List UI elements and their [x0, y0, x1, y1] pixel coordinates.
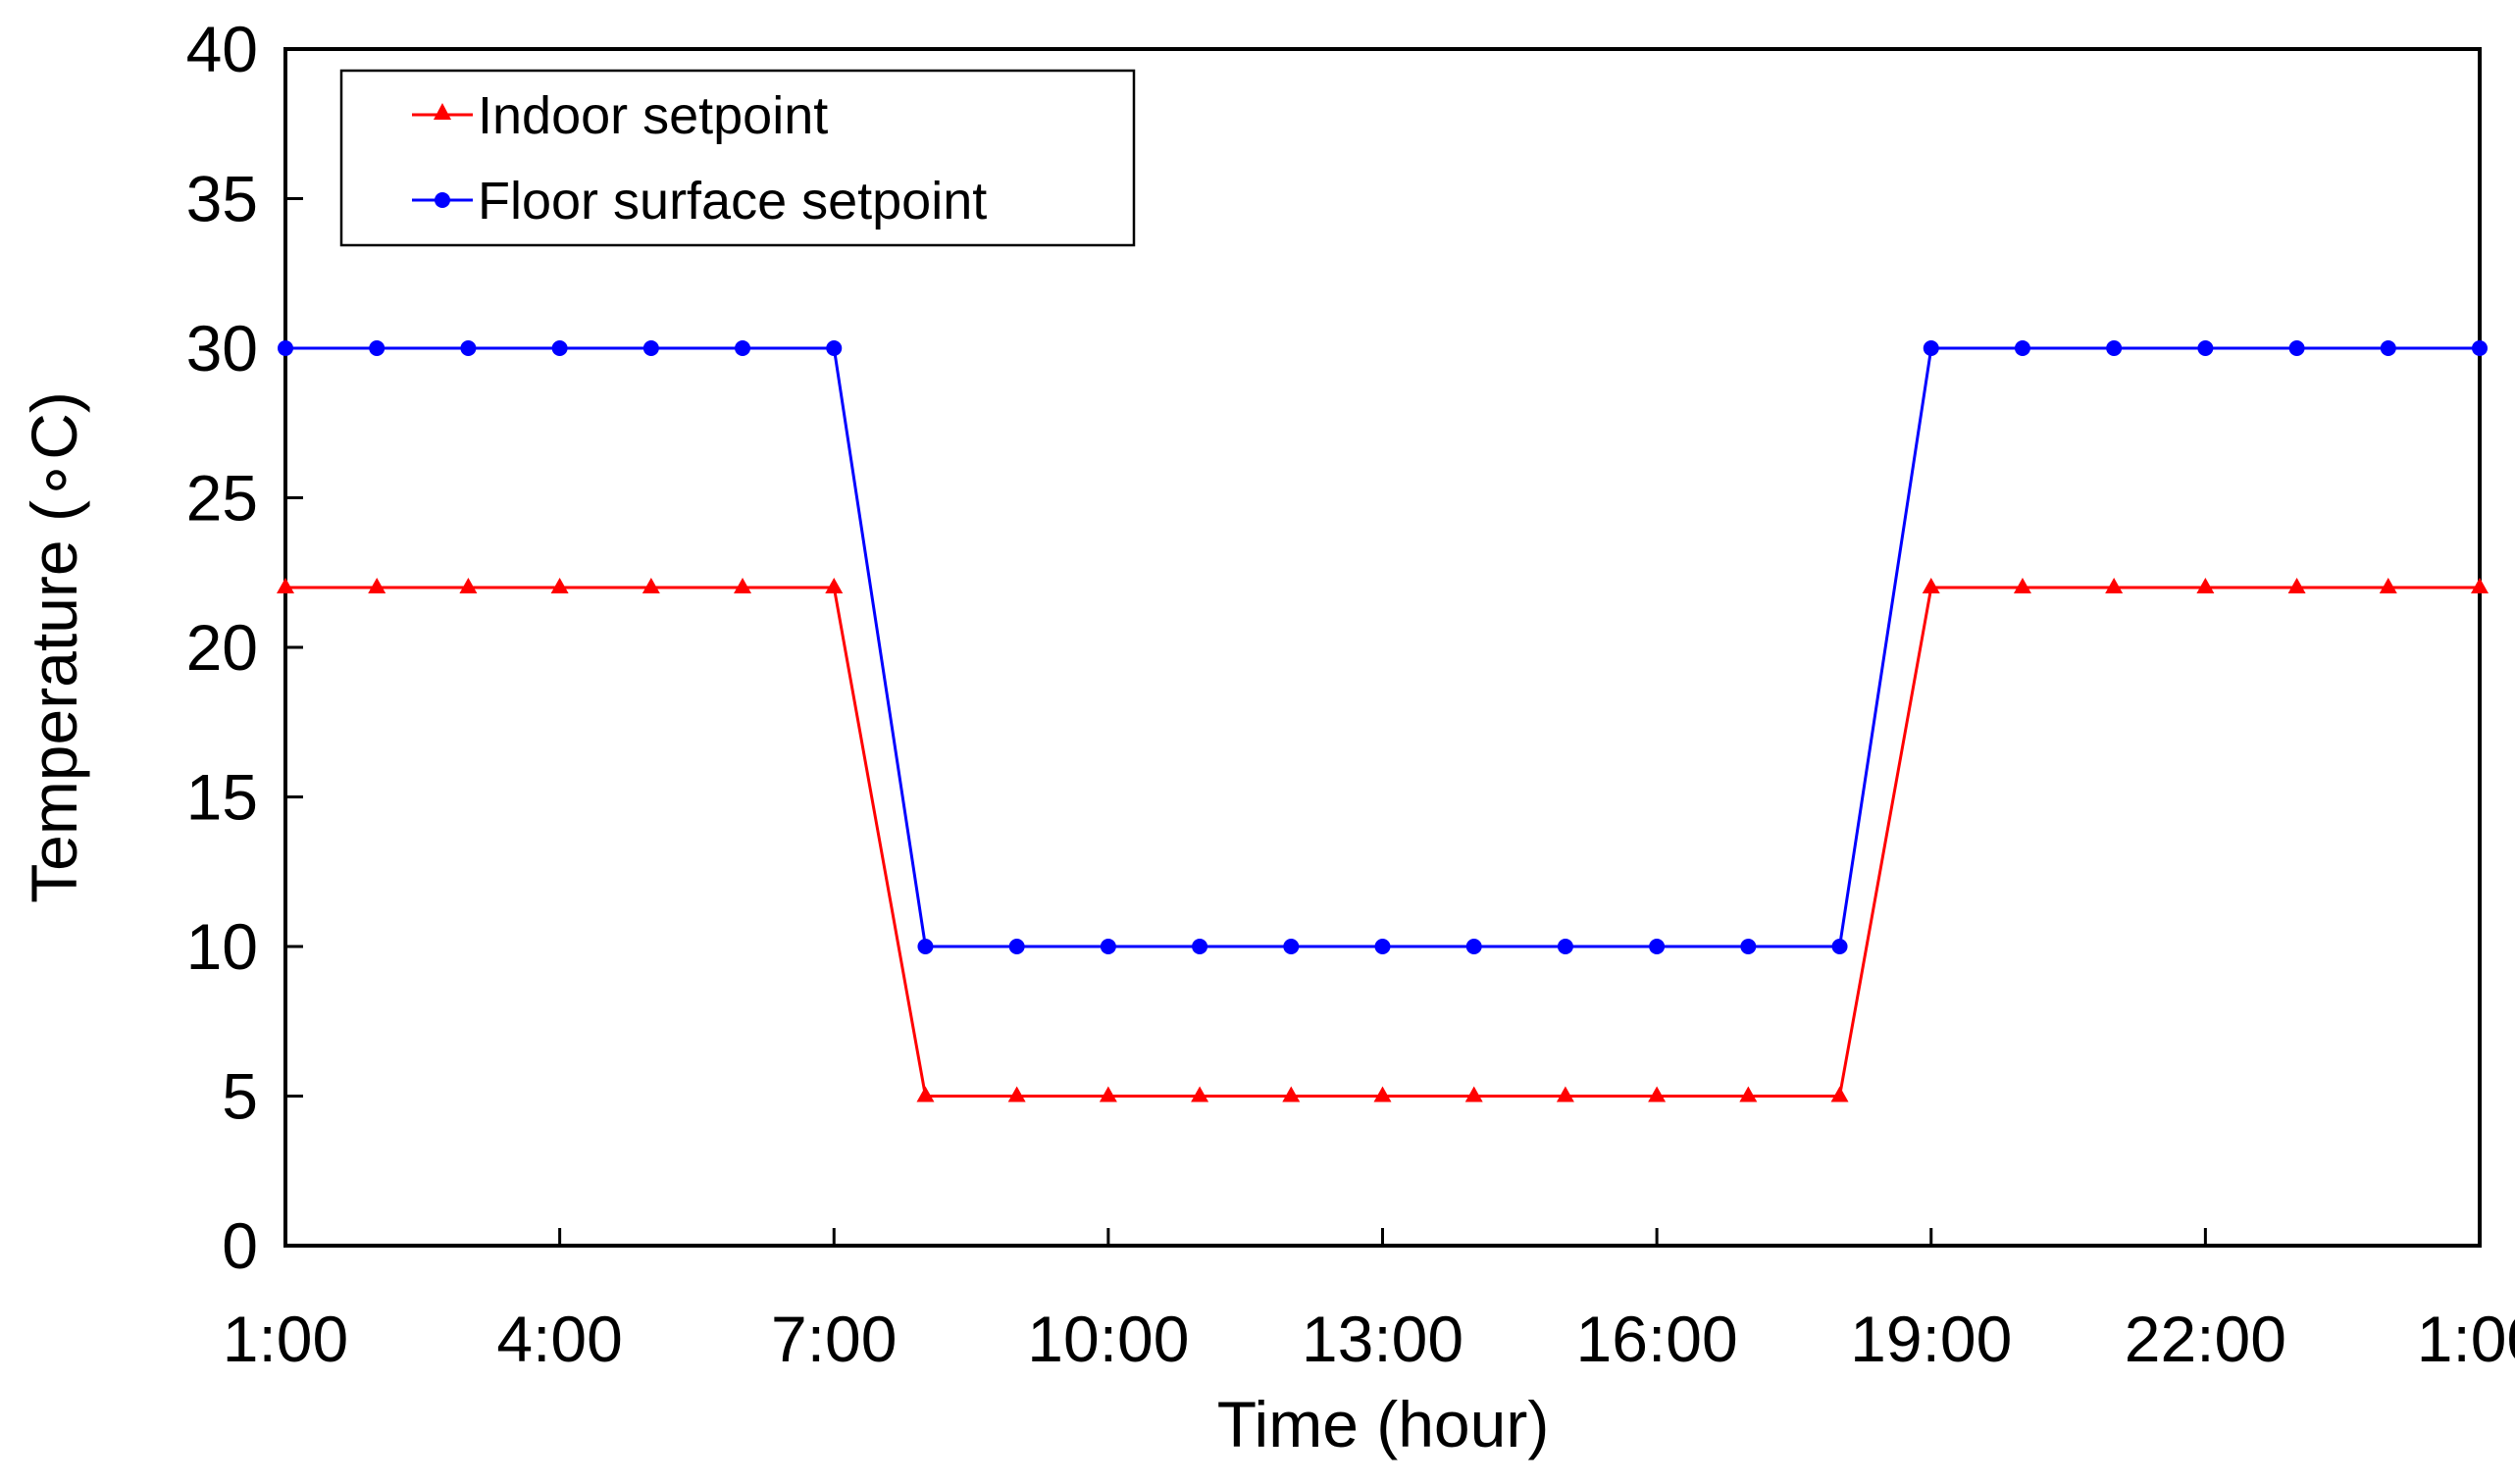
y-tick-label: 0 — [222, 1209, 258, 1282]
data-point — [734, 578, 752, 593]
data-point — [550, 578, 569, 593]
data-point — [1922, 578, 1940, 593]
data-point — [2014, 340, 2030, 356]
data-point — [1100, 939, 1116, 954]
y-tick-label: 40 — [186, 13, 258, 85]
data-point — [1192, 939, 1208, 954]
data-point — [551, 340, 568, 356]
data-point — [1282, 1086, 1301, 1102]
y-tick-label: 20 — [186, 611, 258, 684]
data-point — [917, 939, 934, 954]
x-tick-label: 4:00 — [496, 1303, 622, 1375]
data-point — [277, 578, 294, 593]
legend-marker-circle — [435, 192, 450, 208]
legend-entry-floor: Floor surface setpoint — [412, 172, 987, 230]
series-line — [285, 586, 2480, 1098]
data-point — [1283, 939, 1300, 954]
data-point — [2196, 578, 2215, 593]
data-point — [916, 1086, 935, 1102]
data-point — [2288, 340, 2305, 356]
data-point — [460, 340, 477, 356]
data-point — [278, 340, 293, 356]
series-2 — [278, 340, 2488, 954]
x-tick-label: 13:00 — [1302, 1303, 1463, 1375]
data-point — [1008, 939, 1025, 954]
data-point — [1648, 1086, 1667, 1102]
data-point — [369, 340, 385, 356]
data-point — [1007, 1086, 1026, 1102]
y-tick-label: 35 — [186, 163, 258, 235]
legend: Indoor setpoint Floor surface setpoint — [339, 69, 1136, 247]
data-point — [735, 340, 751, 356]
data-point — [1830, 1086, 1849, 1102]
data-point — [642, 578, 660, 593]
y-tick-label: 15 — [186, 761, 258, 834]
data-point — [1831, 939, 1848, 954]
data-point — [1740, 939, 1757, 954]
data-point — [1374, 939, 1391, 954]
series-layer — [277, 340, 2489, 1102]
data-point — [2105, 578, 2124, 593]
x-axis-title: Time (hour) — [1217, 1388, 1550, 1460]
data-point — [1099, 1086, 1117, 1102]
x-tick-label: 7:00 — [771, 1303, 897, 1375]
series-1 — [277, 578, 2489, 1102]
legend-box — [339, 69, 1136, 247]
data-point — [2379, 578, 2397, 593]
data-point — [1557, 939, 1573, 954]
data-point — [2197, 340, 2214, 356]
y-axis: 0 5 10 15 20 25 30 35 40 — [186, 13, 303, 1282]
data-point — [2013, 578, 2031, 593]
data-point — [2471, 578, 2489, 593]
x-tick-label: 19:00 — [1850, 1303, 2012, 1375]
data-point — [2287, 578, 2306, 593]
series-line — [285, 346, 2480, 948]
data-point — [642, 340, 659, 356]
y-tick-label: 25 — [186, 462, 258, 535]
data-point — [1649, 939, 1666, 954]
data-point — [1556, 1086, 1574, 1102]
data-point — [1739, 1086, 1758, 1102]
x-tick-label: 16:00 — [1576, 1303, 1738, 1375]
data-point — [826, 340, 843, 356]
legend-label-indoor: Indoor setpoint — [478, 86, 828, 145]
y-tick-label: 10 — [186, 910, 258, 983]
data-point — [2472, 340, 2488, 356]
y-axis-title: Temperature (∘C) — [18, 391, 90, 903]
x-tick-label: 10:00 — [1027, 1303, 1189, 1375]
legend-marker-triangle — [434, 103, 451, 120]
x-tick-label: 22:00 — [2125, 1303, 2286, 1375]
data-point — [1373, 1086, 1392, 1102]
data-point — [1923, 340, 1939, 356]
data-point — [1464, 1086, 1483, 1102]
x-tick-label: 1:00 — [223, 1303, 348, 1375]
data-point — [1191, 1086, 1209, 1102]
data-point — [2380, 340, 2396, 356]
data-point — [2106, 340, 2123, 356]
legend-entry-indoor: Indoor setpoint — [412, 86, 828, 145]
y-tick-label: 5 — [222, 1060, 258, 1133]
data-point — [825, 578, 844, 593]
x-axis: 1:00 4:00 7:00 10:00 13:00 16:00 19:00 22:00 1:0… — [223, 1228, 2515, 1375]
y-tick-label: 30 — [186, 312, 258, 384]
data-point — [1465, 939, 1482, 954]
x-tick-label: 1:00 — [2417, 1303, 2515, 1375]
data-point — [368, 578, 386, 593]
legend-label-floor: Floor surface setpoint — [478, 172, 987, 230]
data-point — [459, 578, 478, 593]
